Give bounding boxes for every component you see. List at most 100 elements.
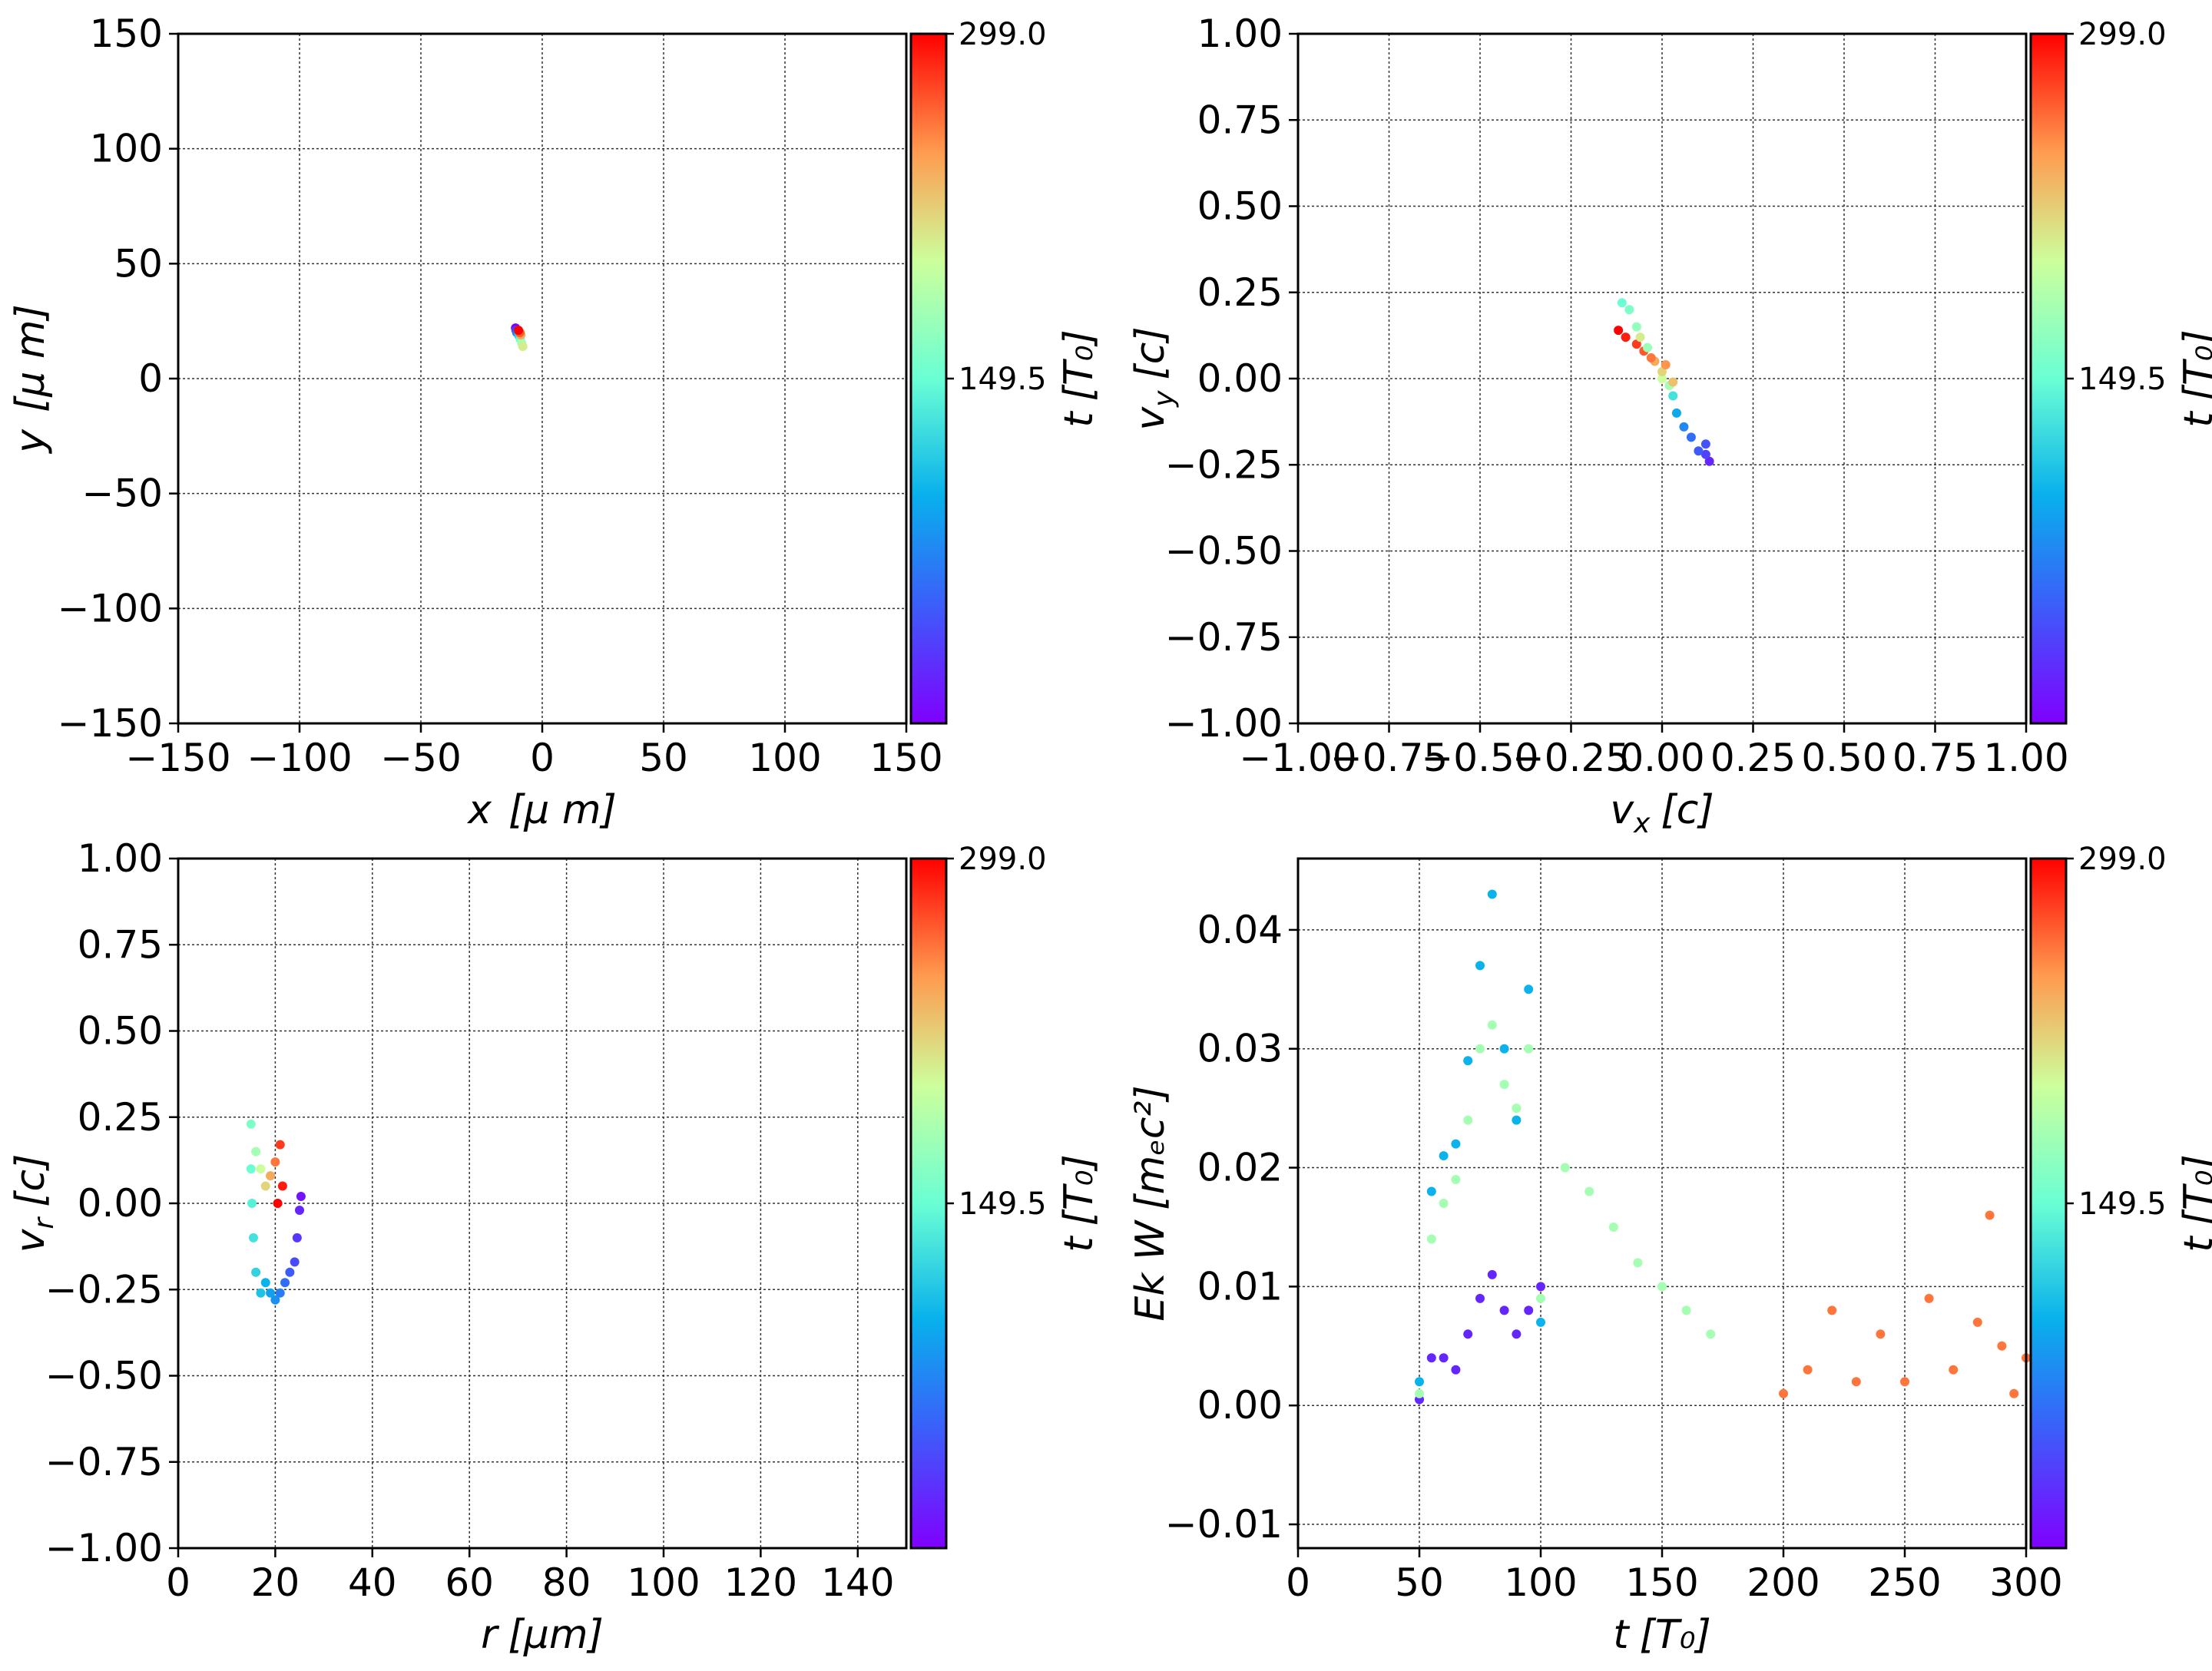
data-point: [1668, 377, 1678, 387]
data-point: [1704, 456, 1714, 466]
data-point: [270, 1295, 280, 1305]
colorbar-tick-label: 299.0: [2078, 17, 2167, 52]
data-point: [1512, 1115, 1522, 1125]
plot-area: [1296, 32, 2028, 725]
data-point: [1646, 353, 1656, 363]
data-point: [1451, 1139, 1461, 1149]
colorbar-title: t [T₀]: [2176, 329, 2212, 428]
colorbar-title-unit: [T₀]: [1056, 329, 1102, 401]
plot-area: [177, 32, 908, 725]
data-point: [1415, 1388, 1424, 1398]
colorbar-title-main: t: [2176, 1236, 2212, 1252]
colorbar-gradient: [909, 857, 948, 1550]
data-point: [1475, 1044, 1485, 1054]
x-axis-title-main: r: [481, 1612, 500, 1658]
data-point: [251, 1267, 261, 1277]
y-tick-label: −0.50: [45, 1354, 163, 1398]
x-tick-label: −150: [125, 736, 230, 780]
x-tick-label: 0: [166, 1560, 190, 1605]
y-axis-title-sub: y: [1148, 390, 1180, 408]
colorbar-gradient: [909, 32, 948, 725]
y-axis-title: Ek W [mₑc²]: [1128, 1085, 1174, 1321]
y-tick-label: 0.50: [78, 1009, 163, 1054]
data-point: [1584, 1186, 1594, 1196]
x-tick-label: 100: [1504, 1560, 1577, 1605]
data-points: [1614, 298, 1714, 466]
y-tick-label: −100: [58, 586, 163, 630]
x-tick-label: 0: [530, 736, 555, 780]
x-tick-label: −0.25: [1512, 736, 1630, 780]
data-point: [1463, 1329, 1473, 1339]
data-point: [1439, 1199, 1449, 1208]
colorbar-ticks: 149.5 299.0: [946, 842, 1047, 1222]
y-tick-label: −1.00: [1165, 701, 1283, 746]
colorbar-ticks: 149.5 299.0: [2066, 17, 2167, 397]
data-point: [1876, 1329, 1886, 1339]
colorbar-tick-label: 299.0: [2078, 842, 2167, 877]
x-axis-title-unit: [μm]: [508, 1612, 604, 1658]
x-tick-label: 120: [724, 1560, 797, 1605]
data-point: [1949, 1365, 1959, 1375]
data-point: [1633, 1258, 1643, 1268]
data-point: [1487, 1020, 1497, 1030]
data-point: [1608, 1222, 1618, 1232]
data-point: [1439, 1151, 1449, 1161]
data-point: [248, 1233, 258, 1242]
data-point: [1536, 1282, 1545, 1292]
y-tick-label: 0.00: [1197, 356, 1283, 401]
data-point: [1657, 374, 1667, 383]
plot-area: [177, 857, 908, 1550]
data-point: [1536, 1293, 1545, 1303]
data-point: [1635, 333, 1645, 342]
colorbar-tick-label: 299.0: [959, 17, 1047, 52]
data-point: [1499, 1305, 1509, 1315]
y-axis-title-unit: [c]: [8, 1154, 54, 1207]
x-tick-label: 100: [627, 1560, 700, 1605]
data-point: [1631, 339, 1641, 349]
x-ticks: 0 20 40 60 80 100 120 140: [166, 1548, 895, 1605]
colorbar-tick-label: 299.0: [959, 842, 1047, 877]
x-tick-label: 150: [869, 736, 942, 780]
data-point: [1681, 1305, 1691, 1315]
y-tick-label: 0.02: [1197, 1146, 1283, 1190]
data-point: [1679, 422, 1689, 432]
colorbar: 149.5 299.0 t [T₀]: [909, 842, 1102, 1550]
x-tick-label: 50: [1395, 1560, 1444, 1605]
data-point: [1614, 326, 1624, 336]
data-point: [1499, 1080, 1509, 1090]
y-axis-title-main: v: [1128, 406, 1174, 431]
data-point: [514, 326, 524, 336]
panel-velocity: −1.00−0.75−0.50−0.250.00 0.25 0.50 0.75 1.00…: [1128, 12, 2212, 839]
x-axis-title-main: x: [466, 787, 492, 833]
data-point: [1985, 1210, 1995, 1220]
y-tick-label: −0.25: [1165, 442, 1283, 487]
colorbar-tick-label: 149.5: [2078, 362, 2167, 397]
y-tick-label: −0.25: [45, 1267, 163, 1312]
data-point: [1487, 889, 1497, 899]
y-tick-label: −0.75: [1165, 615, 1283, 660]
x-ticks: −1.00−0.75−0.50−0.250.00 0.25 0.50 0.75 1.00: [1239, 723, 2069, 780]
x-tick-label: −0.50: [1421, 736, 1538, 780]
data-point: [1924, 1293, 1934, 1303]
data-point: [2009, 1388, 2019, 1398]
grid-lines: [1297, 859, 2027, 1548]
colorbar-title: t [T₀]: [1056, 1154, 1102, 1252]
x-tick-label: 0: [1286, 1560, 1310, 1605]
x-ticks: 0 50 100 150 200 250 300: [1286, 1548, 2063, 1605]
y-tick-label: 100: [90, 127, 163, 171]
data-point: [1524, 1305, 1534, 1315]
panel-energy: 0 50 100 150 200 250 300 −0.01 0.00 0.01 0.02 0.03…: [1128, 842, 2212, 1658]
x-tick-label: 100: [748, 736, 821, 780]
y-tick-label: 0.00: [78, 1181, 163, 1226]
y-tick-label: 0.03: [1197, 1027, 1283, 1071]
y-tick-label: 0.75: [1197, 98, 1283, 142]
data-point: [1671, 408, 1681, 418]
x-tick-label: 40: [348, 1560, 397, 1605]
y-axis-title: vy [c]: [1128, 326, 1180, 430]
y-ticks: −1.00 −0.75 −0.50 −0.25 0.00 0.25 0.50 0.75 1.00: [45, 836, 178, 1570]
x-tick-label: 0.50: [1801, 736, 1886, 780]
y-tick-label: 0.00: [1197, 1383, 1283, 1428]
y-tick-label: 1.00: [1197, 12, 1283, 56]
data-point: [1426, 1186, 1436, 1196]
data-point: [256, 1288, 266, 1298]
